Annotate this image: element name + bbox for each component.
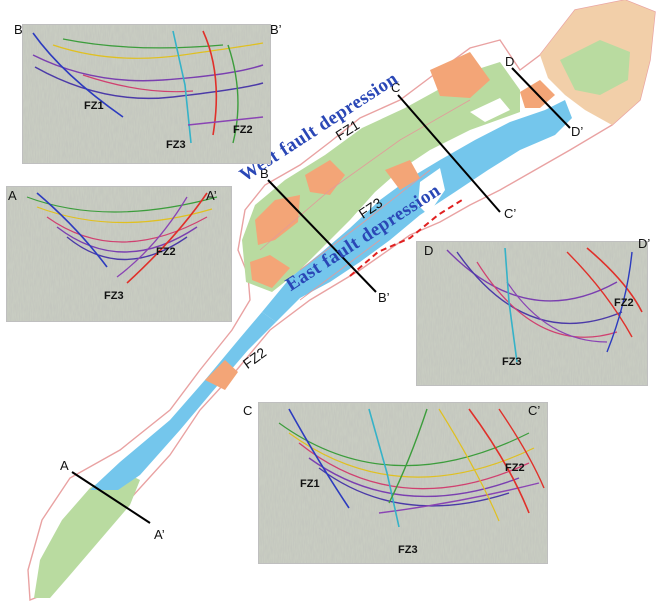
panel-cc-left-label: C [243,403,253,418]
tail-blue [90,312,276,490]
panel-bb-right-label: B’ [270,22,282,37]
fault-fz3-trace [172,30,192,144]
section-line-cc [397,94,501,213]
section-line-bb [267,179,377,293]
fault-fz1-trace [288,408,350,509]
orange-patch-4 [430,52,490,98]
panel-bb-left-label: B [14,22,23,37]
section-line-aa [71,471,151,524]
panel-dd-fz3-label: FZ3 [502,356,522,368]
tail-green [34,470,140,598]
seismic-panel-dd [416,241,648,386]
section-label-a: A [60,458,69,473]
west-depression [242,62,520,292]
panel-aa-right-label: A’ [206,188,217,203]
orange-patch-3 [250,255,290,288]
panel-bb-fz1-label: FZ1 [84,100,104,112]
fault-fz3-trace [36,192,108,268]
orange-patch-1 [255,195,300,245]
dashed-boundary [349,199,463,277]
panel-cc-right-label: C’ [528,403,541,418]
fault-fz3-trace [368,408,400,528]
section-label-b-prime: B’ [378,290,390,305]
fault-fz2-trace [468,408,530,514]
panel-dd-left-label: D [424,243,434,258]
panel-dd-fz2-label: FZ2 [614,297,634,309]
white-gap-2 [418,168,445,215]
orange-patch-6 [385,160,420,190]
tail-orange [205,360,238,390]
seismic-panel-cc [258,402,548,564]
internal-fault-lines [259,99,471,301]
east-depression [262,100,572,322]
seismic-panel-bb [22,24,271,164]
panel-cc-fz1-label: FZ1 [300,478,320,490]
panel-bb-fz2-label: FZ2 [233,124,253,136]
section-label-c-prime: C’ [504,206,517,221]
panel-cc-fz3-label: FZ3 [398,544,418,556]
panel-cc-fz2-label: FZ2 [505,462,525,474]
panel-bb-fz3-label: FZ3 [166,139,186,151]
fault-fz3-trace [504,247,518,363]
seismic-panel-aa [6,186,232,322]
section-label-d-prime: D’ [571,124,584,139]
panel-dd-right-label: D’ [638,236,651,251]
section-label-d: D [505,54,515,69]
panel-aa-left-label: A [8,188,17,203]
fault-fz2-trace [586,247,643,313]
fault-fz1-trace [32,32,124,118]
ne-green-area [560,40,630,95]
fault-fz2-trace [126,192,208,284]
panel-aa-fz3-label: FZ3 [104,290,124,302]
section-label-a-prime: A’ [154,527,165,542]
section-line-dd [511,67,571,129]
section-label-c: C [391,80,401,95]
white-gap-1 [470,98,510,122]
section-label-b: B [260,166,269,181]
panel-aa-fz2-label: FZ2 [156,246,176,258]
